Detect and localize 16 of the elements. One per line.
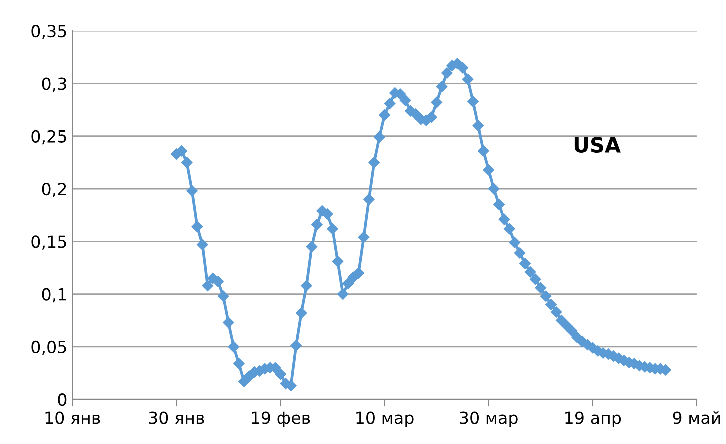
y-tick-label: 0,25 bbox=[32, 130, 66, 145]
x-tick-label: 10 янв bbox=[46, 412, 100, 424]
x-tick-label: 19 апр bbox=[566, 412, 622, 428]
y-tick-label: 0 bbox=[58, 394, 67, 406]
y-tick-label: 0,1 bbox=[42, 288, 66, 303]
x-tick-label: 10 мар bbox=[356, 412, 414, 428]
y-tick-label: 0,3 bbox=[42, 78, 66, 92]
x-tick-label: 19 фев bbox=[252, 412, 310, 428]
y-tick-label: 0,2 bbox=[42, 182, 66, 198]
annotation: USA bbox=[574, 137, 621, 153]
y-tick-label: 0,15 bbox=[32, 236, 66, 250]
x-tick-label: 30 янв bbox=[149, 412, 204, 424]
y-tick-label: 0,05 bbox=[32, 340, 66, 356]
x-tick-label: 9 май bbox=[673, 411, 720, 424]
x-tick-label: 30 мар bbox=[460, 412, 518, 428]
y-tick-label: 0,35 bbox=[32, 25, 66, 40]
